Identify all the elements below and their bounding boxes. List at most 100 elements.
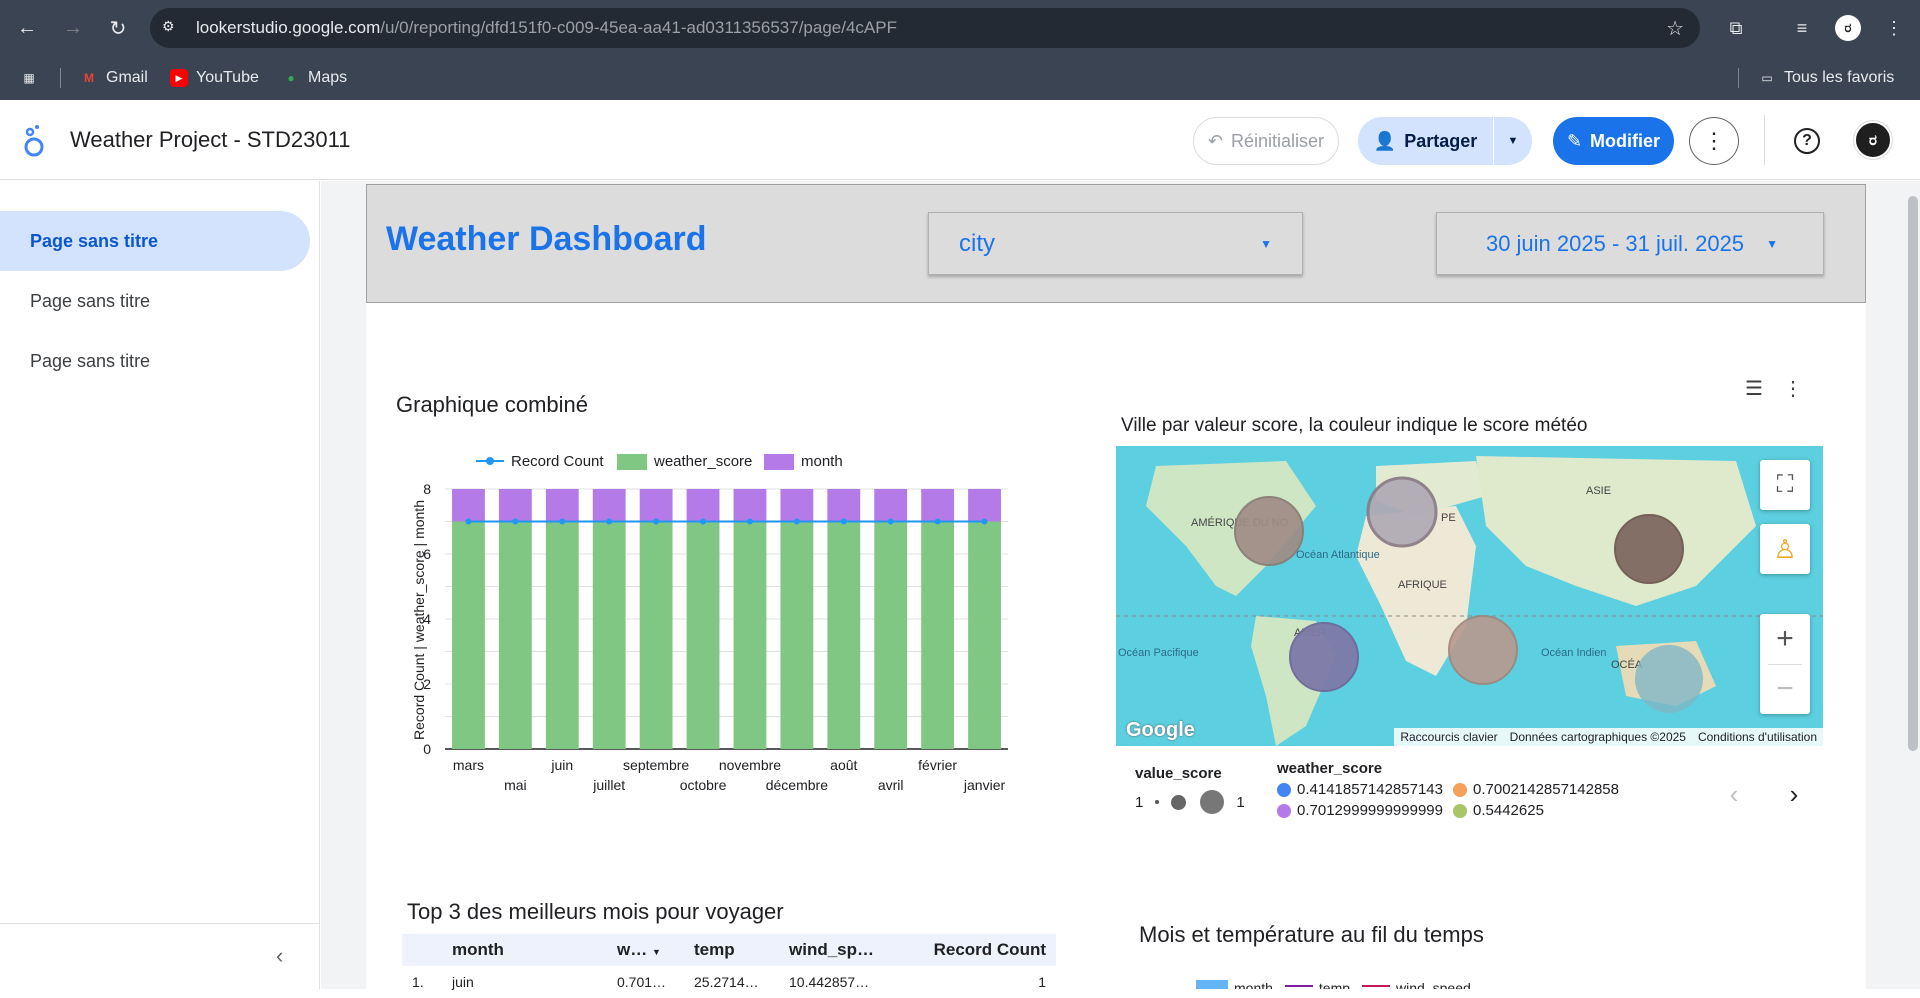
bar-month[interactable]	[545, 489, 579, 522]
map-data-credit: Données cartographiques ©2025	[1509, 730, 1686, 744]
color-legend-item[interactable]: 0.5442625	[1453, 802, 1544, 819]
bookmark-star-icon[interactable]: ☆	[1666, 18, 1684, 40]
header-month[interactable]: month	[452, 940, 504, 959]
bar-month[interactable]	[639, 489, 673, 522]
map-label-pacific: Océan Pacifique	[1118, 647, 1199, 659]
profile-avatar[interactable]: ರ	[1835, 15, 1861, 41]
bookmark-youtube[interactable]: ▶ YouTube	[170, 64, 259, 92]
bar-weather-score[interactable]	[921, 521, 955, 750]
bar-weather-score[interactable]	[498, 521, 532, 750]
apps-grid-icon[interactable]: ▦	[23, 71, 35, 85]
more-options-button[interactable]: ⋮	[1689, 117, 1739, 165]
bar-month[interactable]	[874, 489, 908, 522]
collapse-chevron-icon[interactable]: ‹	[276, 943, 284, 968]
map-bubble[interactable]	[1448, 615, 1518, 685]
map-bubble[interactable]	[1635, 645, 1703, 713]
record-count-point[interactable]	[465, 518, 472, 525]
record-count-point[interactable]	[981, 518, 988, 525]
city-filter-dropdown[interactable]: city ▼	[928, 212, 1303, 275]
record-count-point[interactable]	[840, 518, 847, 525]
fullscreen-icon[interactable]: ⛶	[1760, 460, 1810, 510]
bar-weather-score[interactable]	[874, 521, 908, 750]
map-bubble[interactable]	[1614, 514, 1684, 584]
bookmark-maps[interactable]: ● Maps	[282, 64, 347, 92]
table-row[interactable]: 1. juin 0.701… 25.2714… 10.442857… 1	[402, 966, 1056, 998]
address-bar[interactable]: ⚙ lookerstudio.google.com/u/0/reporting/…	[150, 8, 1700, 48]
record-count-point[interactable]	[887, 518, 894, 525]
bar-month[interactable]	[827, 489, 861, 522]
header-weather-score[interactable]: w… ▼	[617, 940, 661, 959]
bar-month[interactable]	[733, 489, 767, 522]
bar-month[interactable]	[686, 489, 720, 522]
share-button[interactable]: 👤 Partager	[1358, 117, 1493, 165]
site-settings-icon[interactable]: ⚙	[162, 18, 175, 34]
all-bookmarks[interactable]: ▭ Tous les favoris	[1758, 64, 1894, 92]
bar-weather-score[interactable]	[686, 521, 720, 750]
bar-month[interactable]	[780, 489, 814, 522]
media-icon[interactable]: ≡	[1796, 17, 1808, 38]
header-wind-speed[interactable]: wind_sp…	[789, 940, 875, 959]
header-temp[interactable]: temp	[694, 940, 735, 959]
looker-studio-logo[interactable]	[20, 122, 50, 158]
pencil-icon: ✎	[1566, 130, 1583, 151]
map-bubble[interactable]	[1366, 476, 1438, 548]
color-legend-item[interactable]: 0.4141857142857143	[1277, 781, 1443, 798]
reload-icon[interactable]: ↻	[109, 17, 127, 40]
forward-arrow-icon[interactable]: →	[63, 16, 83, 39]
record-count-point[interactable]	[606, 518, 613, 525]
record-count-point[interactable]	[700, 518, 707, 525]
record-count-point[interactable]	[653, 518, 660, 525]
bar-weather-score[interactable]	[780, 521, 814, 750]
page-item-1[interactable]: Page sans titre	[0, 211, 310, 271]
color-legend-item[interactable]: 0.7002142857142858	[1453, 781, 1619, 798]
bar-weather-score[interactable]	[639, 521, 673, 750]
record-count-point[interactable]	[934, 518, 941, 525]
bar-month[interactable]	[452, 489, 485, 522]
header-record-count[interactable]: Record Count	[933, 940, 1046, 959]
keyboard-shortcuts-link[interactable]: Raccourcis clavier	[1400, 730, 1498, 744]
record-count-point[interactable]	[793, 518, 800, 525]
bar-month[interactable]	[968, 489, 1001, 522]
bar-weather-score[interactable]	[827, 521, 861, 750]
bookmark-gmail[interactable]: M Gmail	[80, 64, 148, 92]
record-count-point[interactable]	[746, 518, 753, 525]
bar-month[interactable]	[921, 489, 955, 522]
bar-weather-score[interactable]	[452, 521, 485, 750]
map-bubble[interactable]	[1289, 622, 1359, 692]
page-item-3[interactable]: Page sans titre	[30, 350, 151, 371]
back-arrow-icon[interactable]: ←	[17, 16, 37, 39]
record-count-point[interactable]	[559, 518, 566, 525]
terms-link[interactable]: Conditions d'utilisation	[1697, 730, 1817, 744]
pegman-icon[interactable]: ♙	[1760, 524, 1810, 574]
color-legend-item[interactable]: 0.7012999999999999	[1277, 802, 1443, 819]
cell-temp: 25.2714…	[694, 974, 759, 990]
chart-menu-kebab-icon[interactable]: ⋮	[1783, 377, 1803, 400]
map-bubble[interactable]	[1234, 496, 1304, 566]
user-avatar[interactable]: ರ	[1854, 121, 1892, 159]
bar-month[interactable]	[498, 489, 532, 522]
legend-next-chevron-icon[interactable]: ›	[1789, 778, 1799, 809]
bar-weather-score[interactable]	[592, 521, 626, 750]
bubble-map[interactable]: AMÉRIQUE DU NO Océan Atlantique ASIE AFR…	[1116, 446, 1823, 746]
reset-button[interactable]: ↶ Réinitialiser	[1193, 117, 1339, 165]
extensions-icon[interactable]: ⧉	[1729, 17, 1743, 38]
date-range-picker[interactable]: 30 juin 2025 - 31 juil. 2025 ▼	[1436, 212, 1824, 275]
combo-chart[interactable]: Record Count weather_score month Record …	[390, 430, 1030, 810]
page-item-2[interactable]: Page sans titre	[30, 290, 151, 311]
url-text[interactable]: lookerstudio.google.com/u/0/reporting/df…	[196, 18, 897, 38]
bar-weather-score[interactable]	[733, 521, 767, 750]
bar-weather-score[interactable]	[968, 521, 1001, 750]
bar-month[interactable]	[592, 489, 626, 522]
help-icon[interactable]: ?	[1783, 117, 1831, 165]
report-title[interactable]: Weather Project - STD23011	[70, 127, 351, 152]
menu-kebab-icon[interactable]: ⋮	[1885, 17, 1903, 38]
share-dropdown-button[interactable]: ▼	[1494, 117, 1532, 165]
bar-weather-score[interactable]	[545, 521, 579, 750]
legend-prev-chevron-icon[interactable]: ‹	[1729, 778, 1739, 809]
vertical-scrollbar[interactable]	[1908, 196, 1918, 751]
zoom-in-icon[interactable]: +	[1776, 621, 1794, 655]
edit-button[interactable]: ✎ Modifier	[1553, 117, 1674, 165]
filter-icon[interactable]: ☰	[1745, 377, 1763, 400]
record-count-point[interactable]	[512, 518, 519, 525]
zoom-out-icon[interactable]: −	[1776, 672, 1794, 706]
